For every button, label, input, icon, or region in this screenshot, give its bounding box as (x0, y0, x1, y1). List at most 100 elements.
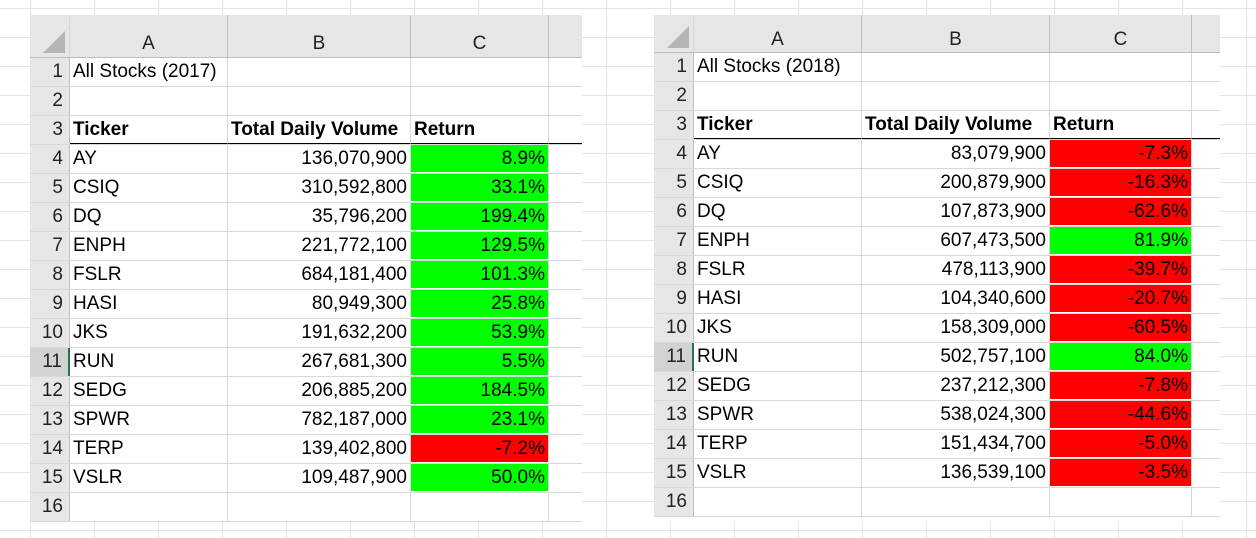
row-header-13[interactable]: 13 (654, 401, 694, 429)
volume-header[interactable]: Total Daily Volume (228, 116, 411, 144)
row-header-1[interactable]: 1 (654, 53, 694, 81)
row-header-8[interactable]: 8 (654, 256, 694, 284)
volume-cell[interactable]: 684,181,400 (228, 261, 411, 289)
ticker-cell[interactable]: JKS (694, 314, 862, 342)
row-header-5[interactable]: 5 (654, 169, 694, 197)
cell-next-column[interactable] (1192, 198, 1220, 226)
cell-next-column[interactable] (549, 377, 582, 405)
cell-next-column[interactable] (549, 203, 582, 231)
row-header-10[interactable]: 10 (654, 314, 694, 342)
row-header-12[interactable]: 12 (30, 377, 70, 405)
ticker-header[interactable]: Ticker (70, 116, 228, 144)
return-cell[interactable]: -7.2% (411, 435, 549, 463)
cell-b2[interactable] (862, 82, 1050, 110)
cell-a16[interactable] (694, 488, 862, 516)
ticker-cell[interactable]: TERP (694, 430, 862, 458)
row-header-9[interactable]: 9 (30, 290, 70, 318)
return-cell[interactable]: -7.8% (1050, 372, 1192, 400)
cell-next-column[interactable] (549, 290, 582, 318)
column-header-b[interactable]: B (862, 15, 1050, 52)
cell-next-column[interactable] (549, 261, 582, 289)
cell-next-column[interactable] (549, 232, 582, 260)
sheet-title[interactable]: All Stocks (2017) (70, 58, 228, 86)
return-cell[interactable]: 129.5% (411, 232, 549, 260)
return-cell[interactable]: -39.7% (1050, 256, 1192, 284)
select-all-corner[interactable] (30, 15, 70, 57)
cell-next-column[interactable] (549, 58, 582, 86)
cell-c1[interactable] (411, 58, 549, 86)
row-header-11[interactable]: 11 (654, 343, 694, 371)
return-cell[interactable]: 8.9% (411, 145, 549, 173)
ticker-cell[interactable]: DQ (70, 203, 228, 231)
row-header-6[interactable]: 6 (30, 203, 70, 231)
cell-next-column[interactable] (1192, 488, 1220, 516)
volume-cell[interactable]: 136,539,100 (862, 459, 1050, 487)
volume-cell[interactable]: 267,681,300 (228, 348, 411, 376)
ticker-cell[interactable]: ENPH (694, 227, 862, 255)
volume-cell[interactable]: 310,592,800 (228, 174, 411, 202)
cell-c16[interactable] (1050, 488, 1192, 516)
row-header-7[interactable]: 7 (654, 227, 694, 255)
return-cell[interactable]: 84.0% (1050, 343, 1192, 371)
row-header-2[interactable]: 2 (30, 87, 70, 115)
return-cell[interactable]: 50.0% (411, 464, 549, 492)
cell-a2[interactable] (694, 82, 862, 110)
ticker-cell[interactable]: SEDG (694, 372, 862, 400)
row-header-16[interactable]: 16 (30, 493, 70, 521)
cell-c1[interactable] (1050, 53, 1192, 81)
row-header-15[interactable]: 15 (654, 459, 694, 487)
ticker-cell[interactable]: ENPH (70, 232, 228, 260)
row-header-15[interactable]: 15 (30, 464, 70, 492)
ticker-cell[interactable]: JKS (70, 319, 228, 347)
return-cell[interactable]: 25.8% (411, 290, 549, 318)
return-cell[interactable]: -7.3% (1050, 140, 1192, 168)
volume-cell[interactable]: 237,212,300 (862, 372, 1050, 400)
row-header-12[interactable]: 12 (654, 372, 694, 400)
cell-next-column[interactable] (1192, 169, 1220, 197)
row-header-2[interactable]: 2 (654, 82, 694, 110)
ticker-cell[interactable]: DQ (694, 198, 862, 226)
ticker-cell[interactable]: SEDG (70, 377, 228, 405)
ticker-cell[interactable]: HASI (70, 290, 228, 318)
return-cell[interactable]: 23.1% (411, 406, 549, 434)
cell-b1[interactable] (862, 53, 1050, 81)
cell-next-column[interactable] (1192, 140, 1220, 168)
volume-cell[interactable]: 109,487,900 (228, 464, 411, 492)
return-cell[interactable]: 53.9% (411, 319, 549, 347)
row-header-4[interactable]: 4 (654, 140, 694, 168)
volume-cell[interactable]: 158,309,000 (862, 314, 1050, 342)
cell-next-column[interactable] (549, 435, 582, 463)
cell-next-column[interactable] (549, 406, 582, 434)
ticker-cell[interactable]: AY (70, 145, 228, 173)
row-header-14[interactable]: 14 (30, 435, 70, 463)
volume-cell[interactable]: 139,402,800 (228, 435, 411, 463)
volume-cell[interactable]: 478,113,900 (862, 256, 1050, 284)
ticker-cell[interactable]: SPWR (70, 406, 228, 434)
cell-next-column[interactable] (1192, 459, 1220, 487)
cell-next-column[interactable] (549, 464, 582, 492)
cell-next-column[interactable] (549, 319, 582, 347)
cell-a16[interactable] (70, 493, 228, 521)
volume-cell[interactable]: 782,187,000 (228, 406, 411, 434)
cell-next-column[interactable] (1192, 53, 1220, 81)
row-header-6[interactable]: 6 (654, 198, 694, 226)
cell-next-column[interactable] (549, 145, 582, 173)
row-header-10[interactable]: 10 (30, 319, 70, 347)
cell-next-column[interactable] (549, 493, 582, 521)
return-cell[interactable]: 184.5% (411, 377, 549, 405)
ticker-cell[interactable]: RUN (70, 348, 228, 376)
cell-next-column[interactable] (1192, 111, 1220, 139)
volume-cell[interactable]: 221,772,100 (228, 232, 411, 260)
cell-next-column[interactable] (549, 348, 582, 376)
return-header[interactable]: Return (411, 116, 549, 144)
return-cell[interactable]: 101.3% (411, 261, 549, 289)
volume-header[interactable]: Total Daily Volume (862, 111, 1050, 139)
return-cell[interactable]: -16.3% (1050, 169, 1192, 197)
row-header-3[interactable]: 3 (654, 111, 694, 139)
return-cell[interactable]: -5.0% (1050, 430, 1192, 458)
volume-cell[interactable]: 200,879,900 (862, 169, 1050, 197)
row-header-5[interactable]: 5 (30, 174, 70, 202)
cell-next-column[interactable] (549, 174, 582, 202)
volume-cell[interactable]: 607,473,500 (862, 227, 1050, 255)
cell-b1[interactable] (228, 58, 411, 86)
